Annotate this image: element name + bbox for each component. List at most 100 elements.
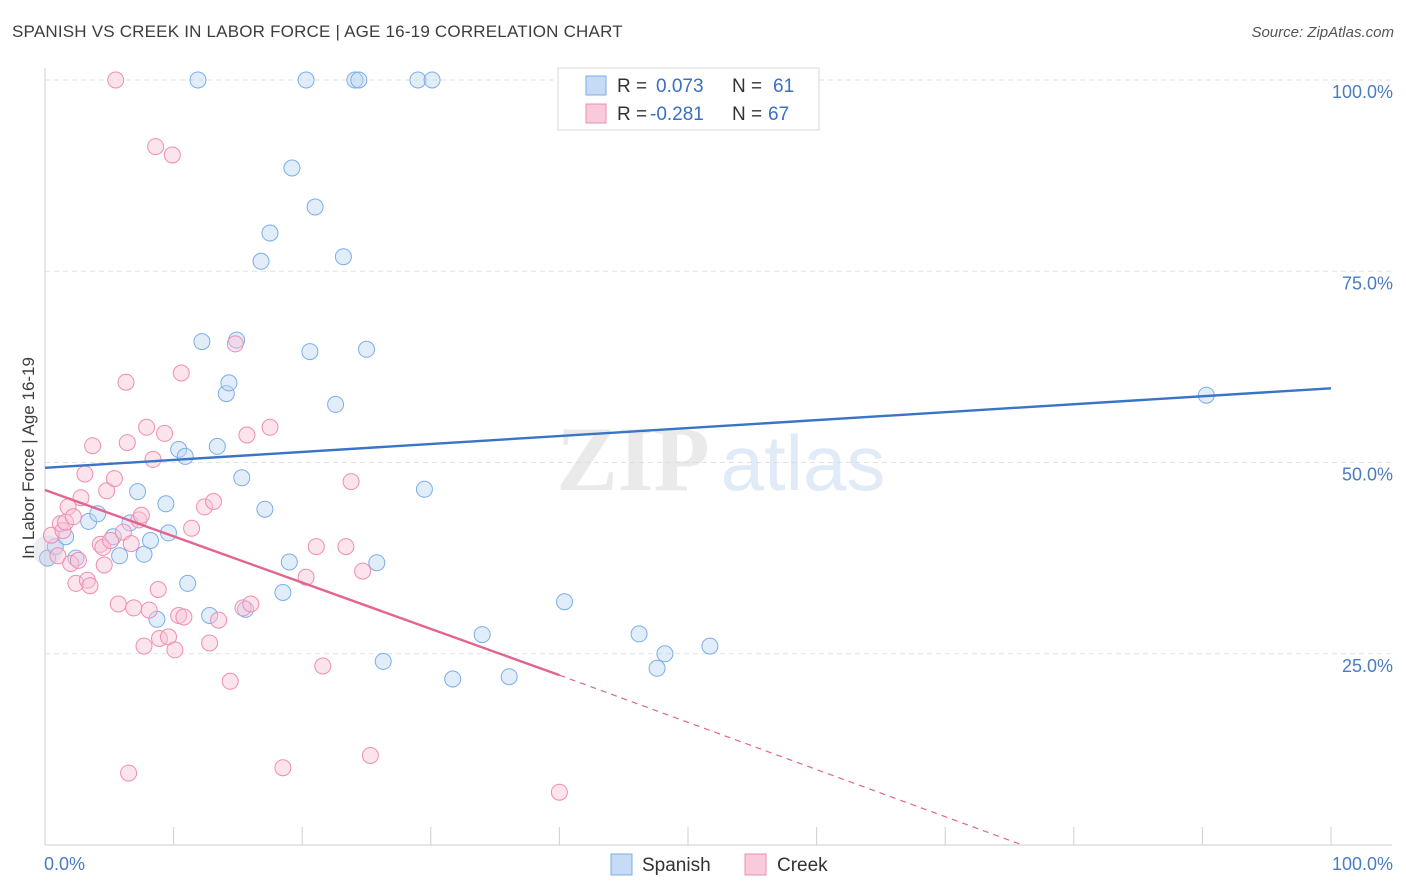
point-spanish bbox=[135, 545, 153, 563]
point-spanish bbox=[217, 385, 235, 403]
point-spanish bbox=[280, 553, 298, 571]
legend-swatch-spanish bbox=[585, 75, 607, 96]
point-spanish bbox=[648, 659, 666, 677]
point-spanish bbox=[179, 574, 197, 592]
y-axis-title: In Labor Force | Age 16-19 bbox=[19, 357, 38, 559]
point-creek bbox=[125, 599, 143, 617]
grid-lines bbox=[45, 79, 1392, 655]
point-spanish bbox=[233, 469, 251, 487]
point-spanish bbox=[374, 652, 392, 670]
legend-box: R = 0.073 N = 61 R = -0.281 N = 67 bbox=[557, 67, 820, 131]
point-spanish bbox=[157, 495, 175, 513]
point-creek bbox=[238, 426, 256, 444]
point-spanish bbox=[189, 71, 207, 89]
point-creek bbox=[234, 599, 252, 617]
y-tick-label: 100.0% bbox=[1332, 82, 1393, 102]
point-spanish bbox=[111, 547, 129, 565]
point-spanish bbox=[423, 71, 441, 89]
point-creek bbox=[91, 535, 109, 553]
x-tick-label: 100.0% bbox=[1332, 854, 1393, 874]
watermark-atlas: atlas bbox=[721, 419, 886, 507]
point-spanish bbox=[170, 441, 188, 458]
point-spanish bbox=[261, 224, 279, 242]
point-creek bbox=[84, 437, 102, 455]
series-spanish bbox=[32, 71, 1215, 688]
y-tick-label: 25.0% bbox=[1342, 656, 1393, 676]
point-creek bbox=[122, 535, 140, 553]
point-spanish bbox=[415, 480, 433, 498]
point-spanish bbox=[500, 668, 518, 686]
bottom-legend-label-spanish: Spanish bbox=[642, 855, 711, 876]
point-creek bbox=[163, 146, 181, 164]
point-creek bbox=[210, 611, 228, 629]
tick-labels: 25.0% 50.0% 75.0% 100.0% 0.0% 100.0% bbox=[44, 82, 1393, 874]
point-creek bbox=[76, 465, 94, 483]
watermark-zip: ZIP bbox=[556, 408, 709, 510]
watermark: ZIP atlas bbox=[556, 408, 885, 510]
point-cluster bbox=[32, 535, 63, 566]
legend-r-value-creek: -0.281 bbox=[650, 104, 704, 125]
point-spanish bbox=[358, 340, 375, 358]
point-creek bbox=[354, 562, 372, 580]
point-creek bbox=[117, 373, 135, 391]
legend-n-value-creek: 67 bbox=[768, 104, 789, 125]
point-creek bbox=[342, 473, 360, 491]
point-creek bbox=[183, 519, 201, 537]
x-tick-label: 0.0% bbox=[44, 854, 85, 874]
legend-n-label-spanish: N = bbox=[732, 76, 762, 97]
point-spanish bbox=[129, 483, 147, 501]
point-creek bbox=[105, 470, 123, 488]
legend-r-label-creek: R = bbox=[617, 104, 647, 125]
legend-r-label-spanish: R = bbox=[617, 76, 647, 97]
point-spanish bbox=[327, 395, 345, 413]
point-creek bbox=[138, 418, 156, 436]
point-creek bbox=[98, 482, 116, 500]
point-creek bbox=[95, 556, 113, 574]
bottom-legend-swatch-spanish bbox=[610, 853, 633, 876]
point-creek bbox=[140, 601, 158, 619]
point-spanish bbox=[701, 637, 719, 655]
point-creek bbox=[102, 532, 120, 549]
point-spanish bbox=[283, 159, 301, 177]
point-creek bbox=[49, 547, 67, 565]
point-spanish bbox=[274, 584, 292, 601]
point-spanish bbox=[630, 625, 648, 643]
point-spanish bbox=[297, 71, 315, 89]
bottom-legend-swatch-creek bbox=[744, 853, 767, 876]
point-spanish bbox=[201, 607, 219, 624]
legend-n-label-creek: N = bbox=[732, 104, 762, 125]
point-creek bbox=[120, 764, 138, 782]
point-creek bbox=[175, 608, 193, 626]
point-spanish bbox=[67, 549, 85, 567]
point-spanish bbox=[473, 626, 491, 644]
point-creek bbox=[69, 551, 87, 569]
point-creek bbox=[261, 418, 279, 436]
point-spanish bbox=[208, 437, 226, 455]
point-spanish bbox=[656, 645, 674, 663]
point-spanish bbox=[220, 374, 238, 392]
point-creek bbox=[550, 783, 568, 801]
y-tick-label: 50.0% bbox=[1342, 465, 1393, 485]
trend-lines bbox=[44, 387, 1332, 846]
point-creek bbox=[337, 538, 355, 556]
chart-title: SPANISH VS CREEK IN LABOR FORCE | AGE 16… bbox=[12, 22, 623, 41]
point-creek bbox=[156, 424, 174, 442]
point-creek bbox=[196, 498, 213, 516]
trend-line-spanish bbox=[44, 387, 1332, 470]
point-spanish bbox=[444, 670, 462, 688]
point-spanish bbox=[350, 71, 368, 89]
point-spanish bbox=[301, 343, 319, 361]
point-creek bbox=[314, 657, 332, 675]
series-creek bbox=[42, 71, 568, 801]
point-creek bbox=[205, 493, 222, 510]
point-creek bbox=[149, 581, 167, 598]
legend-r-value-spanish: 0.073 bbox=[656, 76, 704, 97]
point-spanish bbox=[556, 593, 573, 611]
point-spanish bbox=[176, 447, 194, 465]
source-label: Source: ZipAtlas.com bbox=[1251, 24, 1394, 41]
point-spanish bbox=[142, 532, 159, 549]
point-creek bbox=[172, 364, 190, 382]
point-spanish bbox=[409, 71, 427, 89]
point-creek bbox=[135, 637, 153, 655]
